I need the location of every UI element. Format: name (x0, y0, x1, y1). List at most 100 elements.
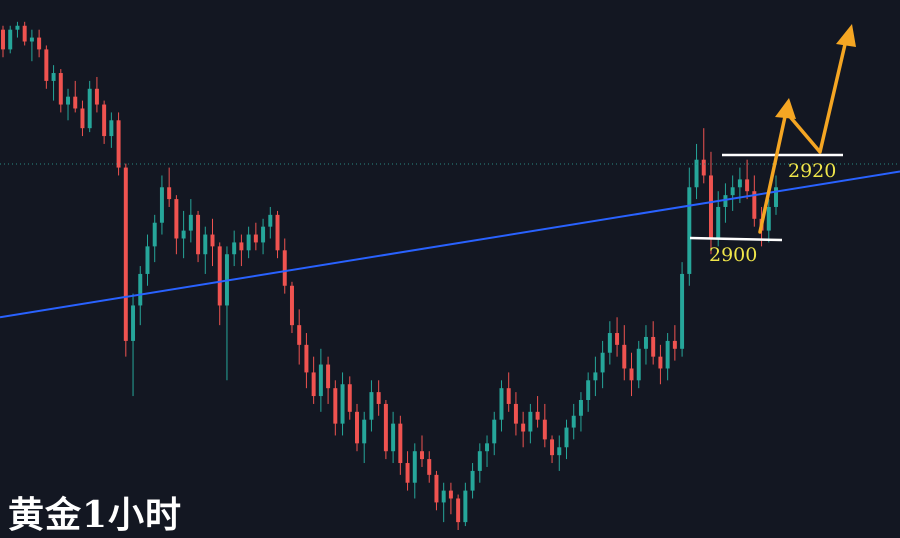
candle-body (636, 348, 641, 381)
candle-body (311, 372, 316, 397)
candle-body (355, 411, 359, 444)
candles-group (1, 21, 778, 530)
candle-body (102, 104, 107, 137)
candle-body (571, 415, 576, 428)
candle-body (485, 443, 490, 452)
candle-body (687, 187, 692, 274)
candle-body (593, 372, 598, 381)
candle-body (44, 49, 49, 81)
candle-body (492, 419, 497, 444)
candle-body (8, 29, 13, 50)
candle-body (167, 187, 172, 200)
candle-body (651, 336, 656, 357)
candle-body (391, 423, 396, 452)
candle-body (174, 199, 179, 239)
level-label-2900: 2900 (709, 244, 757, 266)
candle-body (66, 96, 71, 105)
candle-body (203, 234, 208, 255)
candle-body (383, 403, 388, 452)
candle-body (362, 419, 367, 444)
candle-body (109, 120, 114, 137)
candle-body (528, 411, 533, 432)
candle-body (708, 175, 713, 239)
candle-body (261, 226, 266, 243)
candle-body (578, 400, 583, 416)
candle-body (94, 88, 99, 105)
candle-body (138, 273, 143, 306)
candle-body (22, 25, 27, 42)
candle-body (766, 206, 771, 231)
candle-body (521, 423, 526, 432)
candle-body (188, 214, 193, 231)
candle-body (181, 230, 186, 239)
candle-body (210, 234, 215, 247)
candle-body (629, 368, 634, 381)
candle-body (550, 439, 555, 456)
candle-body (217, 246, 222, 306)
candle-body (326, 364, 331, 389)
candle-body (542, 419, 547, 440)
candle-body (441, 490, 446, 503)
candle-body (427, 459, 432, 475)
forecast-arrow (758, 38, 848, 234)
candle-body (643, 336, 648, 349)
candle-body (73, 96, 78, 109)
candle-body (615, 333, 620, 345)
candle-body (723, 195, 728, 207)
candle-body (463, 490, 468, 523)
candle-body (745, 179, 750, 192)
candle-body (152, 222, 157, 247)
arrowhead-up-first (775, 98, 796, 119)
candle-body (159, 187, 164, 223)
candle-body (282, 250, 287, 286)
trend-line (0, 170, 900, 319)
candle-body (340, 384, 345, 424)
candle-body (665, 340, 670, 369)
level-label-2920: 2920 (788, 160, 836, 182)
candle-body (246, 234, 251, 251)
candle-body (672, 340, 677, 349)
candle-body (730, 187, 735, 196)
candle-body (586, 380, 591, 400)
candle-body (289, 285, 294, 326)
candle-body (622, 344, 627, 369)
chart-caption: 黄金1小时 (8, 494, 183, 536)
candle-body (15, 25, 20, 30)
candle-body (333, 388, 338, 424)
candle-body (774, 187, 778, 207)
candle-body (239, 242, 244, 251)
candle-body (701, 159, 706, 176)
candle-body (499, 388, 504, 420)
candle-body (752, 191, 757, 219)
candle-body (58, 73, 63, 105)
candle-body (275, 214, 280, 251)
candle-body (434, 474, 439, 503)
candle-body (420, 451, 424, 460)
candle-body (477, 451, 482, 471)
candle-body (51, 73, 56, 81)
candle-body (470, 470, 475, 491)
candle-body (304, 344, 309, 373)
candle-body (29, 37, 34, 42)
candle-body (347, 384, 352, 412)
candle-body (37, 37, 42, 50)
candle-body (564, 427, 569, 448)
candle-body (658, 356, 663, 369)
candle-body (1, 29, 5, 50)
candle-body (318, 364, 323, 397)
candle-body (412, 451, 417, 483)
candle-body (680, 273, 685, 349)
candle-body (513, 403, 518, 424)
candle-body (123, 167, 128, 341)
candle-body (506, 388, 511, 404)
candle-body (145, 246, 150, 274)
candle-body (398, 423, 403, 464)
arrowhead-up-second (836, 24, 856, 47)
support-line-2900 (689, 236, 783, 242)
candle-body (716, 206, 721, 239)
candle-body (369, 392, 374, 420)
candle-body (87, 88, 92, 129)
candle-body (196, 214, 201, 255)
candle-body (557, 447, 562, 456)
